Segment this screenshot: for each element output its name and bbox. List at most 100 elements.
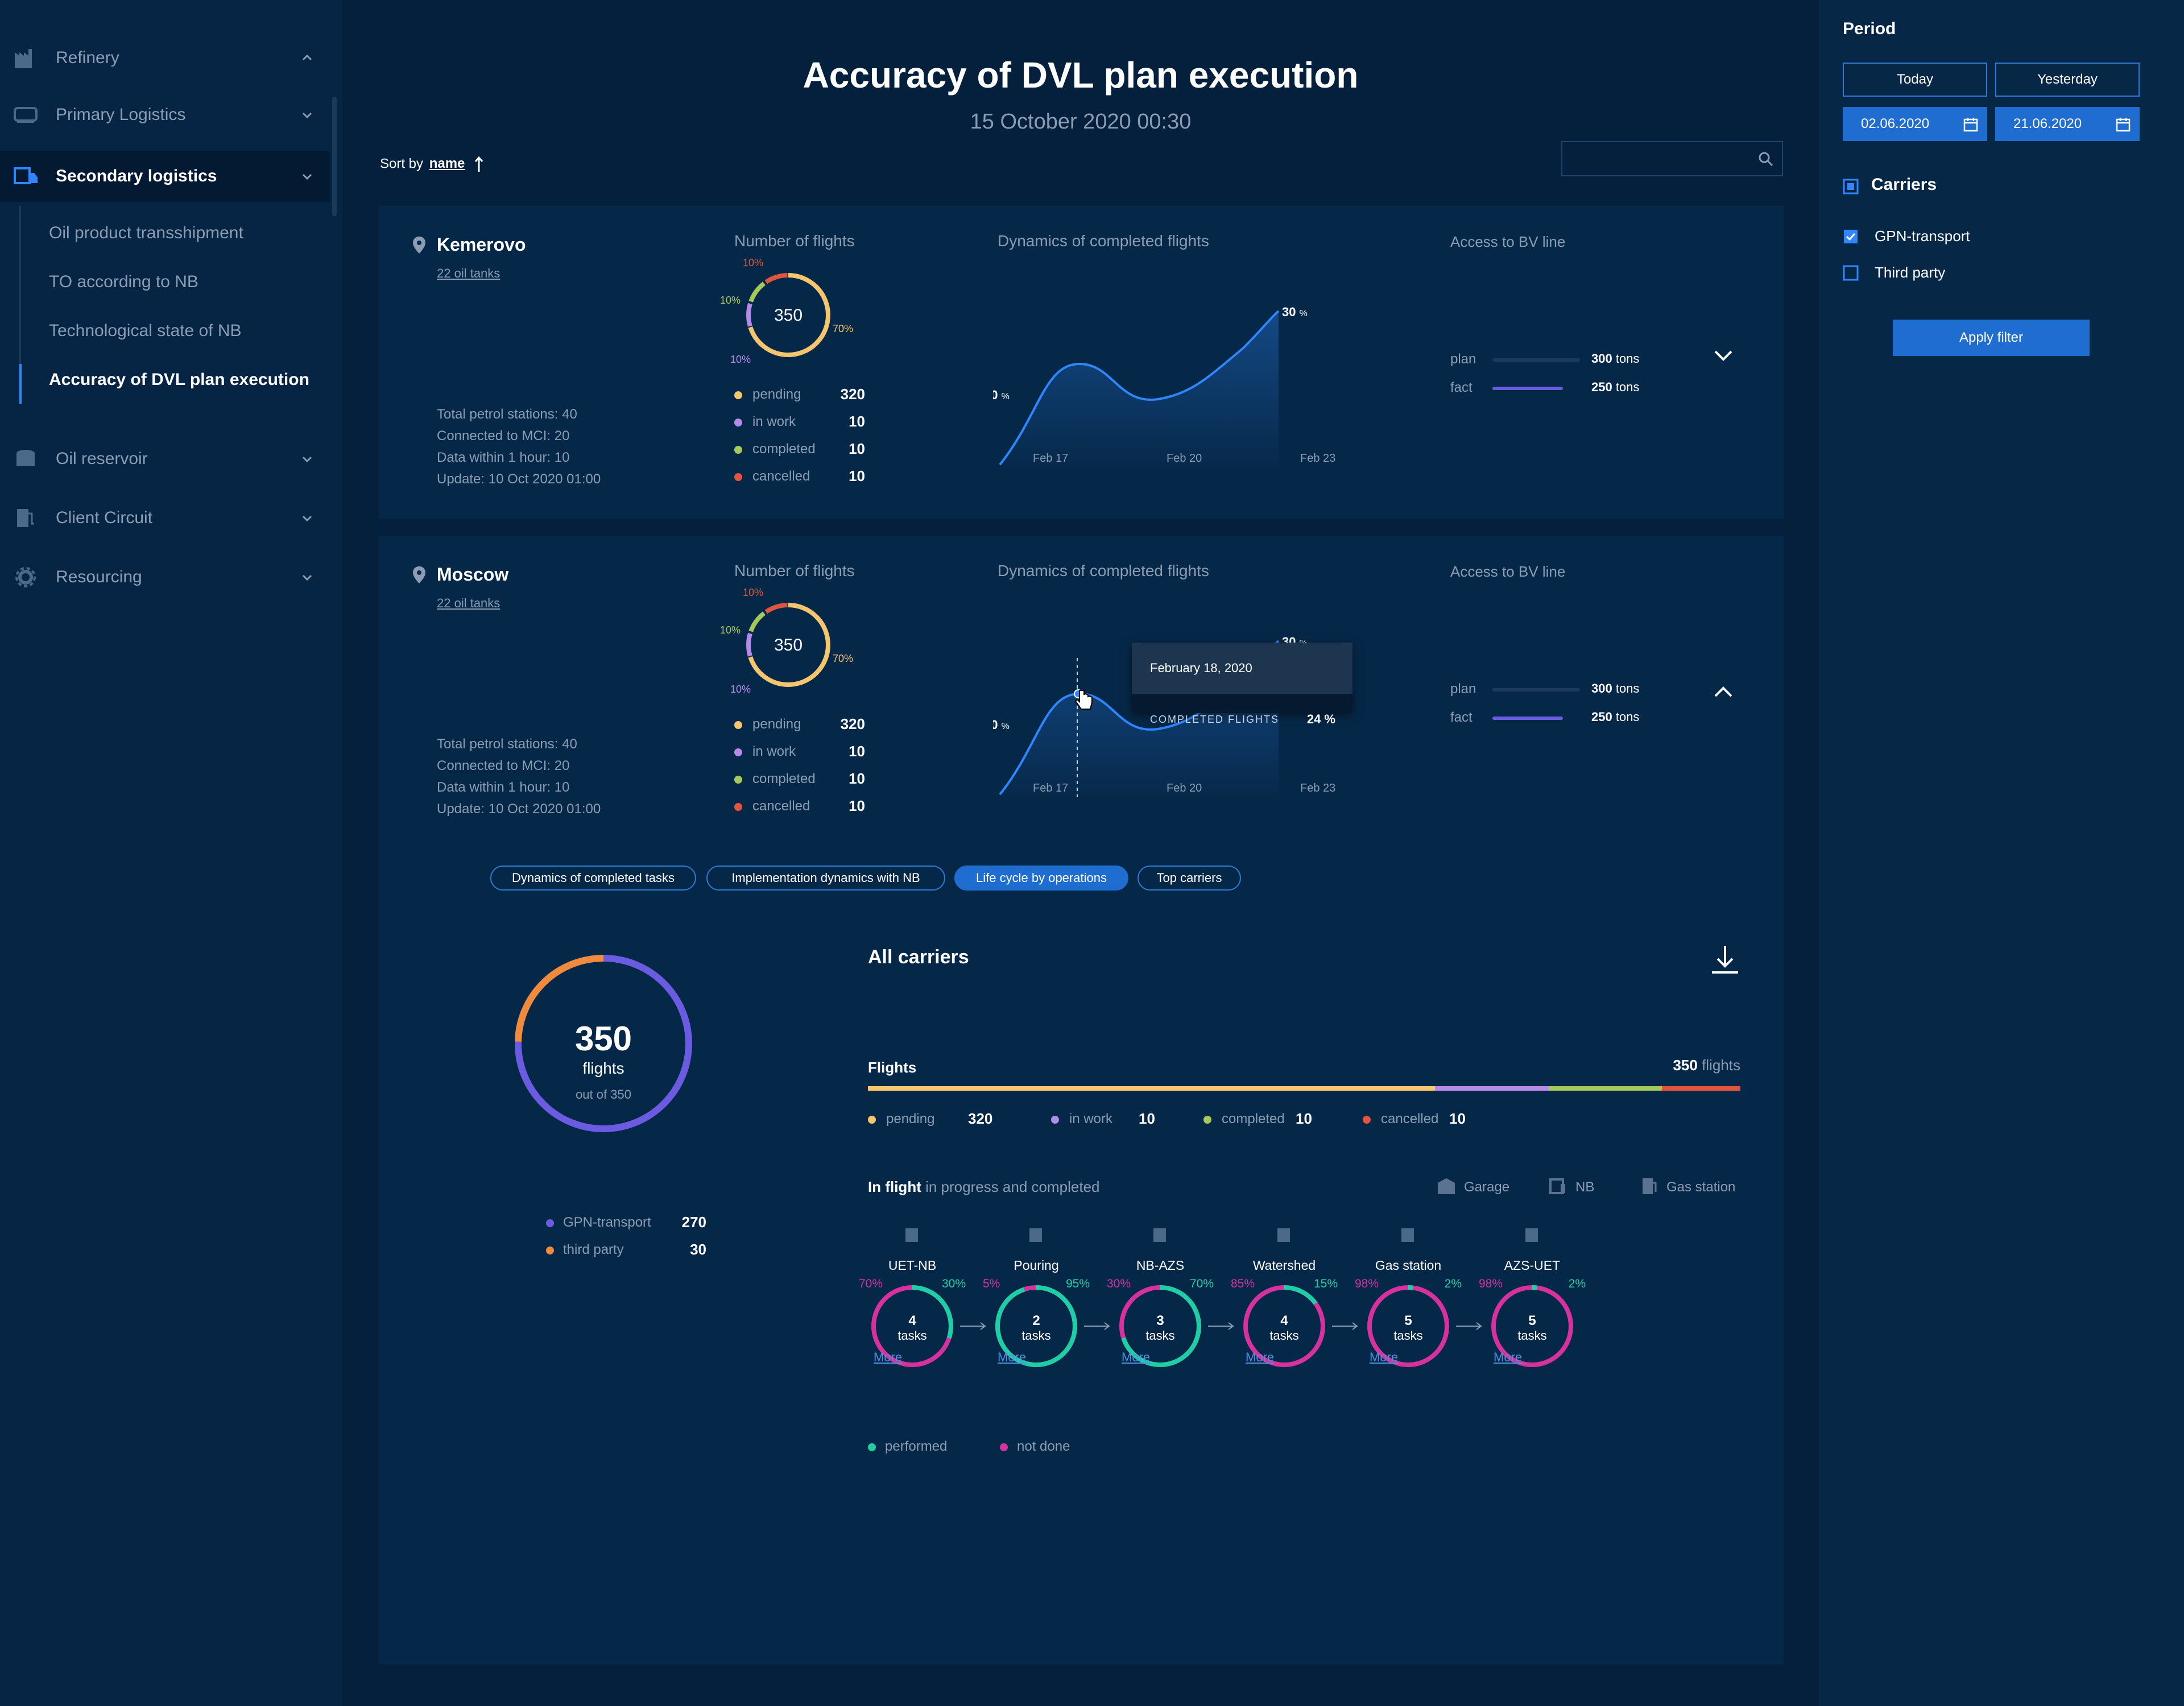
- sidebar-subitem-accuracy-dvl[interactable]: Accuracy of DVL plan execution: [49, 370, 309, 389]
- tab-dynamics-completed-tasks[interactable]: Dynamics of completed tasks: [490, 866, 696, 891]
- city-info: Total petrol stations: 40 Connected to M…: [437, 734, 601, 820]
- donut-sub: out of 350: [576, 1087, 631, 1102]
- sidebar-subitem-oil-product-transshipment[interactable]: Oil product transshipment: [49, 223, 243, 242]
- sort-field[interactable]: name: [429, 156, 465, 172]
- carriers-indeterminate-checkbox[interactable]: [1843, 179, 1859, 194]
- download-icon[interactable]: [1710, 944, 1740, 975]
- tab-life-cycle[interactable]: Life cycle by operations: [954, 866, 1128, 891]
- flights-total: 350 flights: [1673, 1057, 1740, 1074]
- sidebar-scrollbar[interactable]: [332, 97, 337, 216]
- sidebar-item-client-circuit[interactable]: Client Circuit: [0, 492, 330, 544]
- sidebar-item-primary-logistics[interactable]: Primary Logistics: [0, 89, 330, 140]
- search-input[interactable]: [1568, 147, 1752, 171]
- legend-label: cancelled: [752, 798, 810, 814]
- expand-chevron-down-icon[interactable]: [1712, 347, 1735, 364]
- today-button[interactable]: Today: [1843, 63, 1987, 97]
- calendar-icon[interactable]: [1963, 117, 1978, 132]
- legend-value: 320: [840, 386, 865, 403]
- calendar-icon[interactable]: [2116, 117, 2131, 132]
- dynamics-title: Dynamics of completed flights: [998, 562, 1209, 579]
- legend-dot: [734, 419, 742, 426]
- search-box[interactable]: [1561, 141, 1783, 176]
- sidebar-item-resourcing[interactable]: Resourcing: [0, 552, 330, 603]
- donut-total: 350: [774, 306, 803, 325]
- oil-tanks-link[interactable]: 22 oil tanks: [437, 266, 500, 280]
- tooltip-body: [1132, 694, 1352, 713]
- sidebar-subitem-technological-state[interactable]: Technological state of NB: [49, 321, 242, 340]
- x-tick: Feb 23: [1300, 782, 1335, 794]
- info-line: Total petrol stations: 40: [437, 736, 577, 752]
- yesterday-button[interactable]: Yesterday: [1995, 63, 2140, 97]
- chevron-down-icon[interactable]: [300, 108, 314, 122]
- search-icon[interactable]: [1758, 151, 1774, 167]
- sidebar-item-oil-reservoir[interactable]: Oil reservoir: [0, 433, 330, 485]
- legend-dot: [1203, 1116, 1211, 1124]
- x-tick: Feb 20: [1167, 782, 1202, 794]
- legend-label: not done: [1017, 1439, 1070, 1454]
- x-tick: Feb 20: [1167, 452, 1202, 465]
- sidebar-item-label: Primary Logistics: [56, 105, 186, 124]
- stage-pct-done: 2%: [1444, 1277, 1462, 1290]
- flights-legend: pending 320 in work 10 completed 10 cancell…: [734, 384, 865, 494]
- inflight-icon-legend: Garage NB Gas station: [1437, 1176, 1744, 1199]
- stage-unit: tasks: [1517, 1328, 1546, 1343]
- stage-more-link[interactable]: More: [998, 1350, 1027, 1364]
- checkbox-checked[interactable]: [1843, 229, 1859, 245]
- stage-more-link[interactable]: More: [1370, 1350, 1399, 1364]
- tab-implementation-dynamics[interactable]: Implementation dynamics with NB: [706, 866, 945, 891]
- stage-name: NB-AZS: [1136, 1258, 1185, 1273]
- flights-title: Number of flights: [734, 562, 855, 579]
- stage-arc-done: [995, 1285, 1077, 1367]
- gas-station-icon: [1277, 1228, 1290, 1242]
- stage-more-link[interactable]: More: [874, 1350, 903, 1364]
- sidebar-subitem-to-according-nb[interactable]: TO according to NB: [49, 272, 198, 291]
- stage-more-link[interactable]: More: [1122, 1350, 1151, 1364]
- legend-dot: [734, 721, 742, 729]
- nb-icon: [1029, 1228, 1042, 1242]
- bv-fact-bar: [1492, 717, 1563, 720]
- chevron-down-icon[interactable]: [300, 511, 314, 525]
- date-from-field[interactable]: 02.06.2020: [1843, 107, 1987, 141]
- stage-arc-done: [871, 1285, 953, 1367]
- dyn-low-label: 20 %: [993, 718, 1010, 732]
- stage-more-link[interactable]: More: [1246, 1350, 1275, 1364]
- garage-icon: [1438, 1178, 1455, 1194]
- city-card-moscow: Moscow 22 oil tanks Total petrol station…: [379, 536, 1784, 1664]
- sort-arrow-up-icon[interactable]: [473, 156, 485, 173]
- bv-plan-row: plan 300 tons: [1450, 681, 1666, 698]
- legend-label: performed: [885, 1439, 948, 1454]
- legend-row: cancelled 10: [734, 466, 865, 494]
- arrow-right-icon: [1081, 1320, 1115, 1332]
- legend-row: pending 320: [734, 384, 865, 412]
- lifecycle-stage: NB-AZS 30% 70% 3 tasks More: [1107, 1226, 1214, 1385]
- option-third-party[interactable]: Third party: [1875, 264, 1946, 281]
- donut-total: 350: [575, 1020, 632, 1058]
- stage-unit: tasks: [897, 1328, 926, 1343]
- info-line: Connected to MCI: 20: [437, 428, 570, 444]
- donut-pct-completed: 10%: [720, 624, 741, 636]
- apply-filter-button[interactable]: Apply filter: [1893, 320, 2090, 356]
- flights-stacked-bar: [868, 1086, 1740, 1091]
- info-line: Update: 10 Oct 2020 01:00: [437, 471, 601, 487]
- stage-more-link[interactable]: More: [1494, 1350, 1523, 1364]
- carriers-title: All carriers: [868, 946, 969, 968]
- sidebar-item-refinery[interactable]: Refinery: [0, 32, 330, 84]
- option-gpn-transport[interactable]: GPN-transport: [1875, 227, 1970, 245]
- flights-label: Flights: [868, 1059, 917, 1076]
- train-icon: [14, 107, 38, 123]
- sidebar-item-secondary-logistics[interactable]: Secondary logistics: [0, 151, 330, 202]
- checkbox-unchecked[interactable]: [1843, 265, 1859, 281]
- oil-tanks-link[interactable]: 22 oil tanks: [437, 596, 500, 610]
- chevron-down-icon[interactable]: [300, 169, 314, 183]
- chevron-up-icon[interactable]: [300, 51, 314, 65]
- sort-control[interactable]: Sort by name: [380, 156, 485, 173]
- chevron-down-icon[interactable]: [300, 452, 314, 466]
- bar-segment-pending: [868, 1086, 1436, 1091]
- date-to-field[interactable]: 21.06.2020: [1995, 107, 2140, 141]
- collapse-chevron-up-icon[interactable]: [1712, 684, 1735, 701]
- tab-top-carriers[interactable]: Top carriers: [1138, 866, 1241, 891]
- chevron-down-icon[interactable]: [300, 570, 314, 584]
- donut-segment-third-party: [515, 955, 692, 1132]
- lifecycle-stage: Pouring 5% 95% 2 tasks More: [983, 1226, 1090, 1385]
